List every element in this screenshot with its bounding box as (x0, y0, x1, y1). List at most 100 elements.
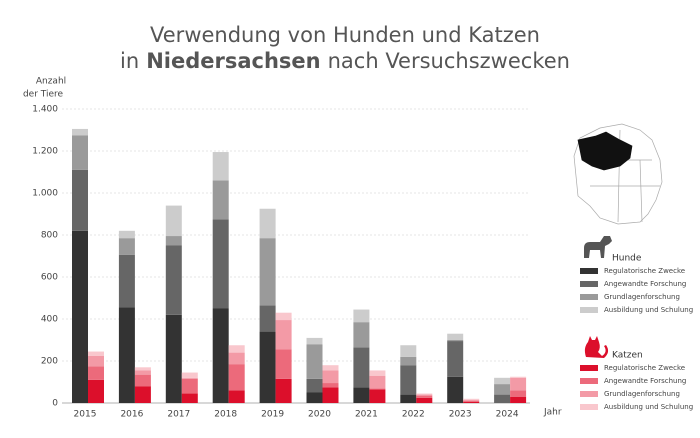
bar-segment (118, 254, 135, 308)
bar-segment (510, 390, 527, 397)
legend-label: Grundlagenforschung (604, 390, 680, 398)
x-axis-label: Jahr (543, 408, 562, 418)
bar-segment (400, 394, 417, 403)
bar-segment (72, 230, 88, 403)
bar-segment (88, 351, 104, 356)
bar-segment (510, 396, 527, 403)
y-tick-label: 200 (41, 357, 58, 367)
x-tick-label: 2018 (214, 410, 237, 420)
legend-label: Angewandte Forschung (604, 280, 686, 288)
bar-segment (275, 312, 292, 321)
bar-segment (447, 340, 464, 342)
bar-segment (322, 383, 339, 388)
bar-segment (165, 245, 182, 315)
x-tick-label: 2023 (449, 410, 472, 420)
legend-swatch (580, 281, 598, 287)
bar-segment (463, 399, 480, 401)
bar-segment (181, 372, 198, 378)
chart-title: Verwendung von Hunden und Katzen (150, 23, 540, 47)
bar-segment (416, 394, 433, 396)
bar-segment (212, 308, 229, 403)
legend-swatch (580, 378, 598, 384)
legend-swatch (580, 365, 598, 371)
y-tick-label: 0 (52, 399, 58, 409)
y-tick-label: 1.400 (32, 105, 58, 115)
bar-segment (228, 364, 245, 391)
bar-segment (72, 169, 88, 231)
bar-segment (353, 309, 370, 323)
bar-segment (275, 320, 292, 350)
bar-segment (416, 395, 433, 398)
legend-label: Regulatorische Zwecke (604, 267, 685, 275)
bar-segment (134, 386, 151, 403)
x-tick-label: 2015 (74, 410, 97, 420)
bar-segment (306, 344, 323, 379)
bar-segment (134, 367, 151, 371)
chart-title: in Niedersachsen nach Versuchszwecken (120, 49, 570, 73)
bar-segment (118, 238, 135, 255)
legend-label: Grundlagenforschung (604, 293, 680, 301)
bar-segment (228, 345, 245, 353)
bar-segment (212, 152, 229, 181)
legend-group-title: Hunde (612, 254, 642, 264)
bar-segment (369, 370, 386, 376)
bar-segment (353, 387, 370, 403)
legend-label: Regulatorische Zwecke (604, 364, 685, 372)
legend-label: Ausbildung und Schulung (604, 306, 693, 314)
y-tick-label: 1.200 (32, 147, 58, 157)
title-part: in (120, 49, 139, 73)
y-axis-label: Anzahl (36, 77, 66, 87)
y-tick-label: 1.000 (32, 189, 58, 199)
bar-segment (118, 230, 135, 239)
bar-segment (165, 314, 182, 403)
bar-segment (353, 322, 370, 348)
bar-segment (134, 374, 151, 387)
bar-segment (181, 377, 198, 379)
bar-segment (88, 379, 104, 403)
bar-segment (165, 205, 182, 237)
bar-segment (416, 393, 433, 395)
bar-segment (416, 397, 433, 403)
bar-segment (275, 378, 292, 403)
bar-segment (322, 387, 339, 403)
bar-segment (494, 384, 511, 395)
bar-segment (165, 236, 182, 246)
bar-segment (88, 366, 104, 380)
legend-group-title: Katzen (612, 351, 643, 361)
bar-segment (510, 377, 527, 391)
y-axis-label: der Tiere (23, 90, 64, 100)
bar-segment (259, 208, 276, 239)
bar-segment (494, 394, 511, 403)
bar-segment (181, 378, 198, 394)
y-tick-label: 400 (41, 315, 58, 325)
x-tick-label: 2020 (308, 410, 331, 420)
bar-segment (353, 347, 370, 388)
bar-segment (259, 331, 276, 403)
bar-segment (369, 375, 386, 389)
bar-segment (463, 401, 480, 403)
bar-segment (447, 376, 464, 403)
bar-segment (510, 376, 527, 378)
y-tick-label: 800 (41, 231, 58, 241)
title-part: nach Versuchszwecken (328, 49, 570, 73)
bar-segment (463, 398, 480, 400)
bar-segment (212, 219, 229, 309)
bar-segment (275, 349, 292, 379)
bar-segment (322, 370, 339, 384)
legend-swatch (580, 391, 598, 397)
bar-segment (72, 128, 88, 136)
bar-segment (400, 356, 417, 366)
bar-segment (259, 305, 276, 332)
x-tick-label: 2019 (261, 410, 284, 420)
bar-segment (447, 341, 464, 377)
dog-icon (584, 236, 612, 258)
bar-segment (306, 337, 323, 345)
legend-swatch (580, 294, 598, 300)
cat-icon (584, 336, 609, 358)
bar-segment (228, 390, 245, 403)
x-tick-label: 2022 (402, 410, 425, 420)
bar-segment (306, 378, 323, 393)
x-tick-label: 2016 (120, 410, 143, 420)
bar-segment (369, 389, 386, 403)
